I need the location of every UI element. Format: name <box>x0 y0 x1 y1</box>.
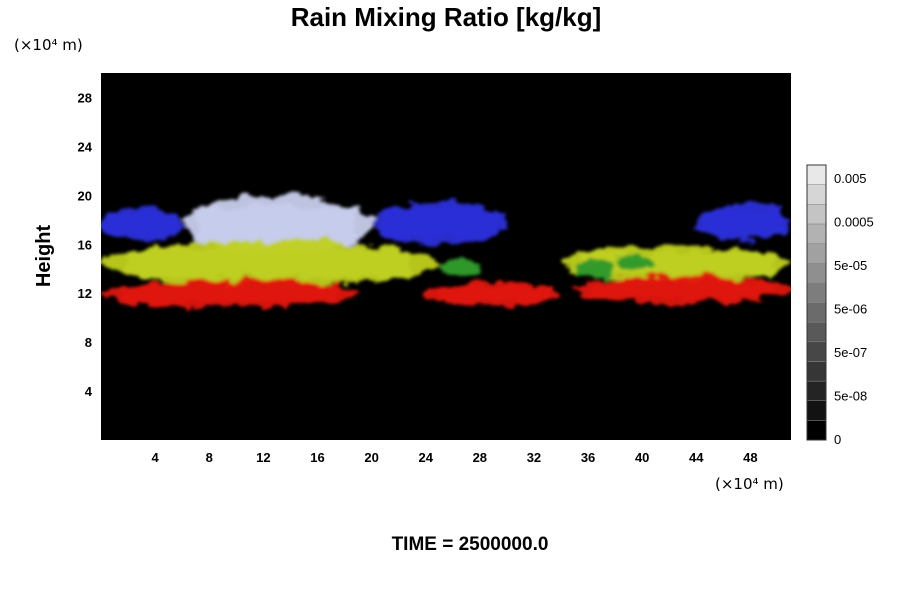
rain-layer-3-core-1 <box>577 262 612 275</box>
x-tick-label: 32 <box>527 450 541 465</box>
x-tick-label: 16 <box>310 450 324 465</box>
colorbar-label: 0.0005 <box>834 215 874 230</box>
colorbar-label: 5e-08 <box>834 389 867 404</box>
colorbar-level <box>806 380 827 401</box>
colorbar-frame <box>806 164 827 441</box>
colorbar-level <box>806 243 827 264</box>
colorbar-level <box>806 321 827 343</box>
rain-layer-4-core-2 <box>591 280 774 299</box>
time-label: TIME = 2500000.0 <box>392 534 549 555</box>
colorbar-level <box>806 282 827 303</box>
colorbar-level <box>806 420 827 441</box>
rain-layer-1-core-1 <box>382 209 497 237</box>
y-axis-label: Height <box>33 225 55 288</box>
x-tick-label: 8 <box>206 450 213 465</box>
rain-layer-2-core-0 <box>128 248 413 278</box>
x-tick-labels: 4 8 12 16 20 24 28 32 36 40 44 48 <box>152 450 758 465</box>
colorbar-level <box>806 341 827 362</box>
x-tick-label: 28 <box>473 450 487 465</box>
x-tick-label: 12 <box>256 450 270 465</box>
y-tick-label: 20 <box>78 188 92 203</box>
y-tick-labels: 4 8 12 16 20 24 28 <box>78 90 93 399</box>
colorbar-label: 5e-05 <box>834 258 867 273</box>
rain-layer-0-core-0 <box>197 205 357 244</box>
colorbar-level <box>806 164 827 185</box>
rain-layer-1-core-2 <box>703 210 784 235</box>
rain-layer-4-core-1 <box>436 286 551 302</box>
colorbar-label: 5e-06 <box>834 302 867 317</box>
colorbar-label: 0 <box>834 432 841 447</box>
colorbar-level <box>806 204 827 225</box>
rain-layer-3-core-0 <box>442 262 477 273</box>
colorbar-level <box>806 262 827 284</box>
x-axis-unit-label: (×10⁴ m) <box>715 475 784 493</box>
colorbar-label: 0.005 <box>834 171 867 186</box>
x-tick-label: 44 <box>689 450 704 465</box>
colorbar-level <box>806 302 827 323</box>
x-tick-label: 36 <box>581 450 595 465</box>
y-tick-label: 12 <box>78 286 92 301</box>
rain-layer-4-core-0 <box>121 284 338 303</box>
colorbar-level <box>806 400 827 421</box>
y-tick-label: 8 <box>85 335 92 350</box>
x-tick-label: 48 <box>743 450 757 465</box>
x-tick-label: 24 <box>418 450 433 465</box>
colorbar: 0.005 0.0005 5e-05 5e-06 5e-07 5e-08 0 <box>806 164 874 447</box>
colorbar-level <box>806 361 827 382</box>
colorbar-level <box>806 223 827 244</box>
rain-layer-1-core-0 <box>107 213 176 236</box>
colorbar-level <box>806 184 827 205</box>
colorbar-label: 5e-07 <box>834 345 867 360</box>
y-tick-label: 4 <box>85 384 93 399</box>
rain-layer-3-core-2 <box>618 257 653 269</box>
chart-title: Rain Mixing Ratio [kg/kg] <box>291 2 602 32</box>
rain-layers <box>101 195 791 308</box>
y-tick-label: 16 <box>78 237 92 252</box>
x-tick-label: 40 <box>635 450 649 465</box>
y-axis-unit-label: (×10⁴ m) <box>14 36 83 54</box>
x-tick-label: 20 <box>364 450 378 465</box>
x-tick-label: 4 <box>152 450 160 465</box>
y-tick-label: 28 <box>78 90 92 105</box>
y-tick-label: 24 <box>78 139 93 154</box>
